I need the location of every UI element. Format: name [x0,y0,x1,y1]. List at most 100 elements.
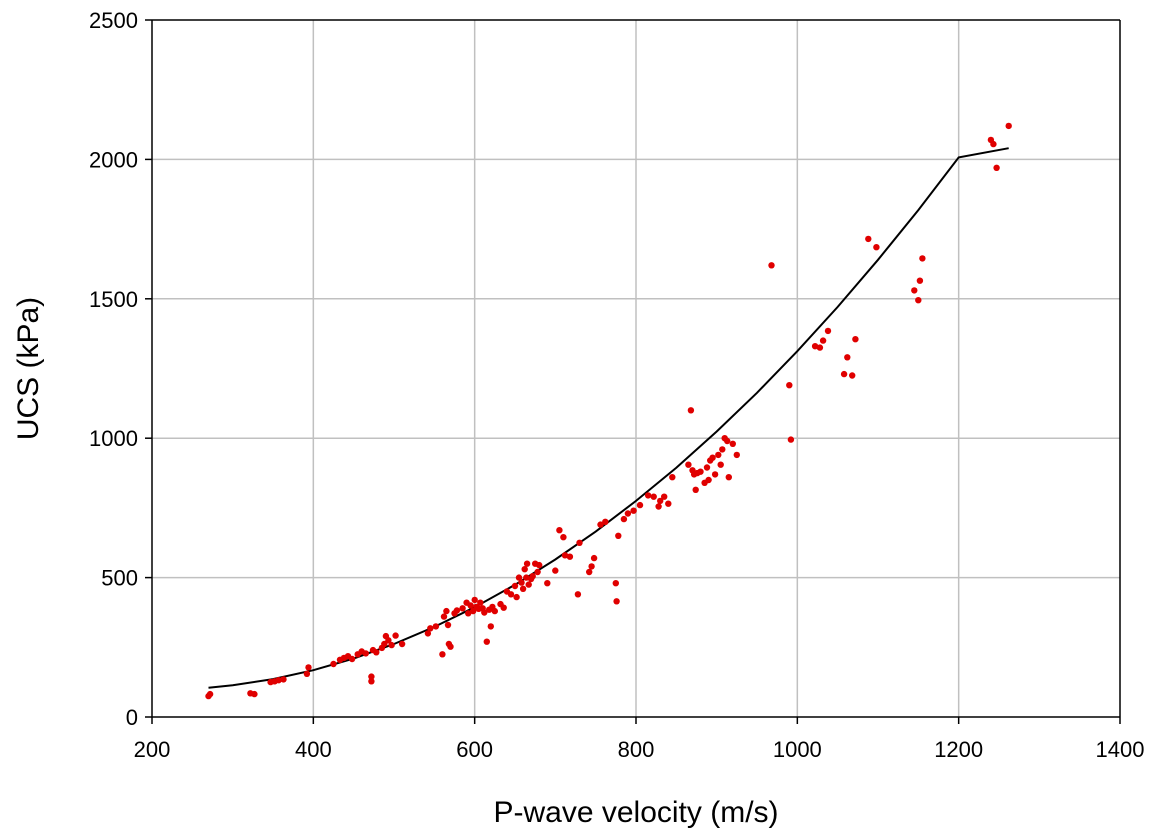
data-point [561,552,569,559]
data-point [536,561,543,569]
data-point [697,468,704,475]
data-point [491,607,498,615]
data-point [916,277,924,284]
data-point [465,610,472,617]
data-point [661,493,668,500]
data-point [630,507,637,514]
x-tick-label: 1000 [773,737,822,762]
data-point [715,451,722,459]
data-point [529,573,536,580]
data-point [388,641,395,649]
data-point [518,579,525,586]
data-point [624,510,632,517]
data-point [523,574,530,581]
axes [145,19,1121,724]
x-axis-title: P-wave velocity (m/s) [493,796,778,829]
data-point [368,673,375,680]
data-point [620,515,628,523]
data-point [811,343,819,350]
data-point [725,474,732,481]
data-point [602,518,609,525]
data-point [709,454,716,461]
data-point [275,677,282,684]
data-point [844,354,851,361]
data-point [824,327,832,335]
y-tick-label: 1000 [89,426,138,451]
data-point [381,640,388,648]
data-point [552,567,559,574]
x-tick-label: 600 [456,737,493,762]
data-point [729,440,736,447]
data-point [515,574,523,581]
x-tick-label: 800 [618,737,655,762]
data-point [424,630,432,637]
data-point [586,568,593,576]
y-tick-label: 0 [126,705,138,730]
data-point [816,344,824,351]
data-point [705,476,712,484]
data-point [733,451,740,459]
data-point [487,623,494,630]
data-point [566,553,574,560]
data-point [525,581,532,588]
data-point [544,580,551,587]
data-point [644,492,652,499]
data-point [786,382,793,389]
data-point [477,599,484,606]
data-point [615,532,622,539]
data-point [471,596,478,604]
data-point [305,664,312,671]
fit-curve [208,147,1009,689]
data-point [348,655,356,663]
data-point [392,632,399,639]
x-tick-label: 200 [134,737,171,762]
data-point [206,690,214,698]
data-point [588,563,595,570]
data-point [993,164,1000,171]
data-point [398,640,406,648]
data-points-layer [205,122,1012,700]
data-point [483,638,490,645]
data-point [819,337,827,344]
data-point [636,501,644,509]
data-point [990,140,997,148]
y-tick-label: 500 [101,566,138,591]
data-point [657,497,664,505]
data-point [685,461,692,468]
data-point [519,585,527,592]
data-point [840,370,848,378]
data-point [576,539,583,546]
data-point [597,521,604,528]
data-point [650,493,657,500]
data-point [444,621,452,629]
data-point [556,527,563,534]
data-point [915,297,922,304]
data-point [919,255,926,262]
data-point [613,598,620,605]
data-point [385,637,392,644]
data-point [362,650,369,657]
data-point [665,500,672,507]
data-point [467,602,474,609]
data-point [768,262,775,269]
data-point [703,464,711,471]
data-point [669,474,676,481]
data-point [500,604,507,611]
data-point [590,554,598,562]
data-point [439,651,446,658]
data-point [447,643,454,650]
data-point [534,568,541,576]
data-point [865,235,872,243]
data-point [507,591,515,598]
data-point [303,670,311,677]
data-point [1005,122,1012,130]
data-point [873,244,880,251]
y-axis-title: UCS (kPa) [12,297,45,440]
data-point [521,566,528,573]
data-point [427,625,434,632]
x-tick-label: 1200 [934,737,983,762]
data-point [612,580,619,587]
data-point [560,534,567,541]
data-point [711,471,719,478]
